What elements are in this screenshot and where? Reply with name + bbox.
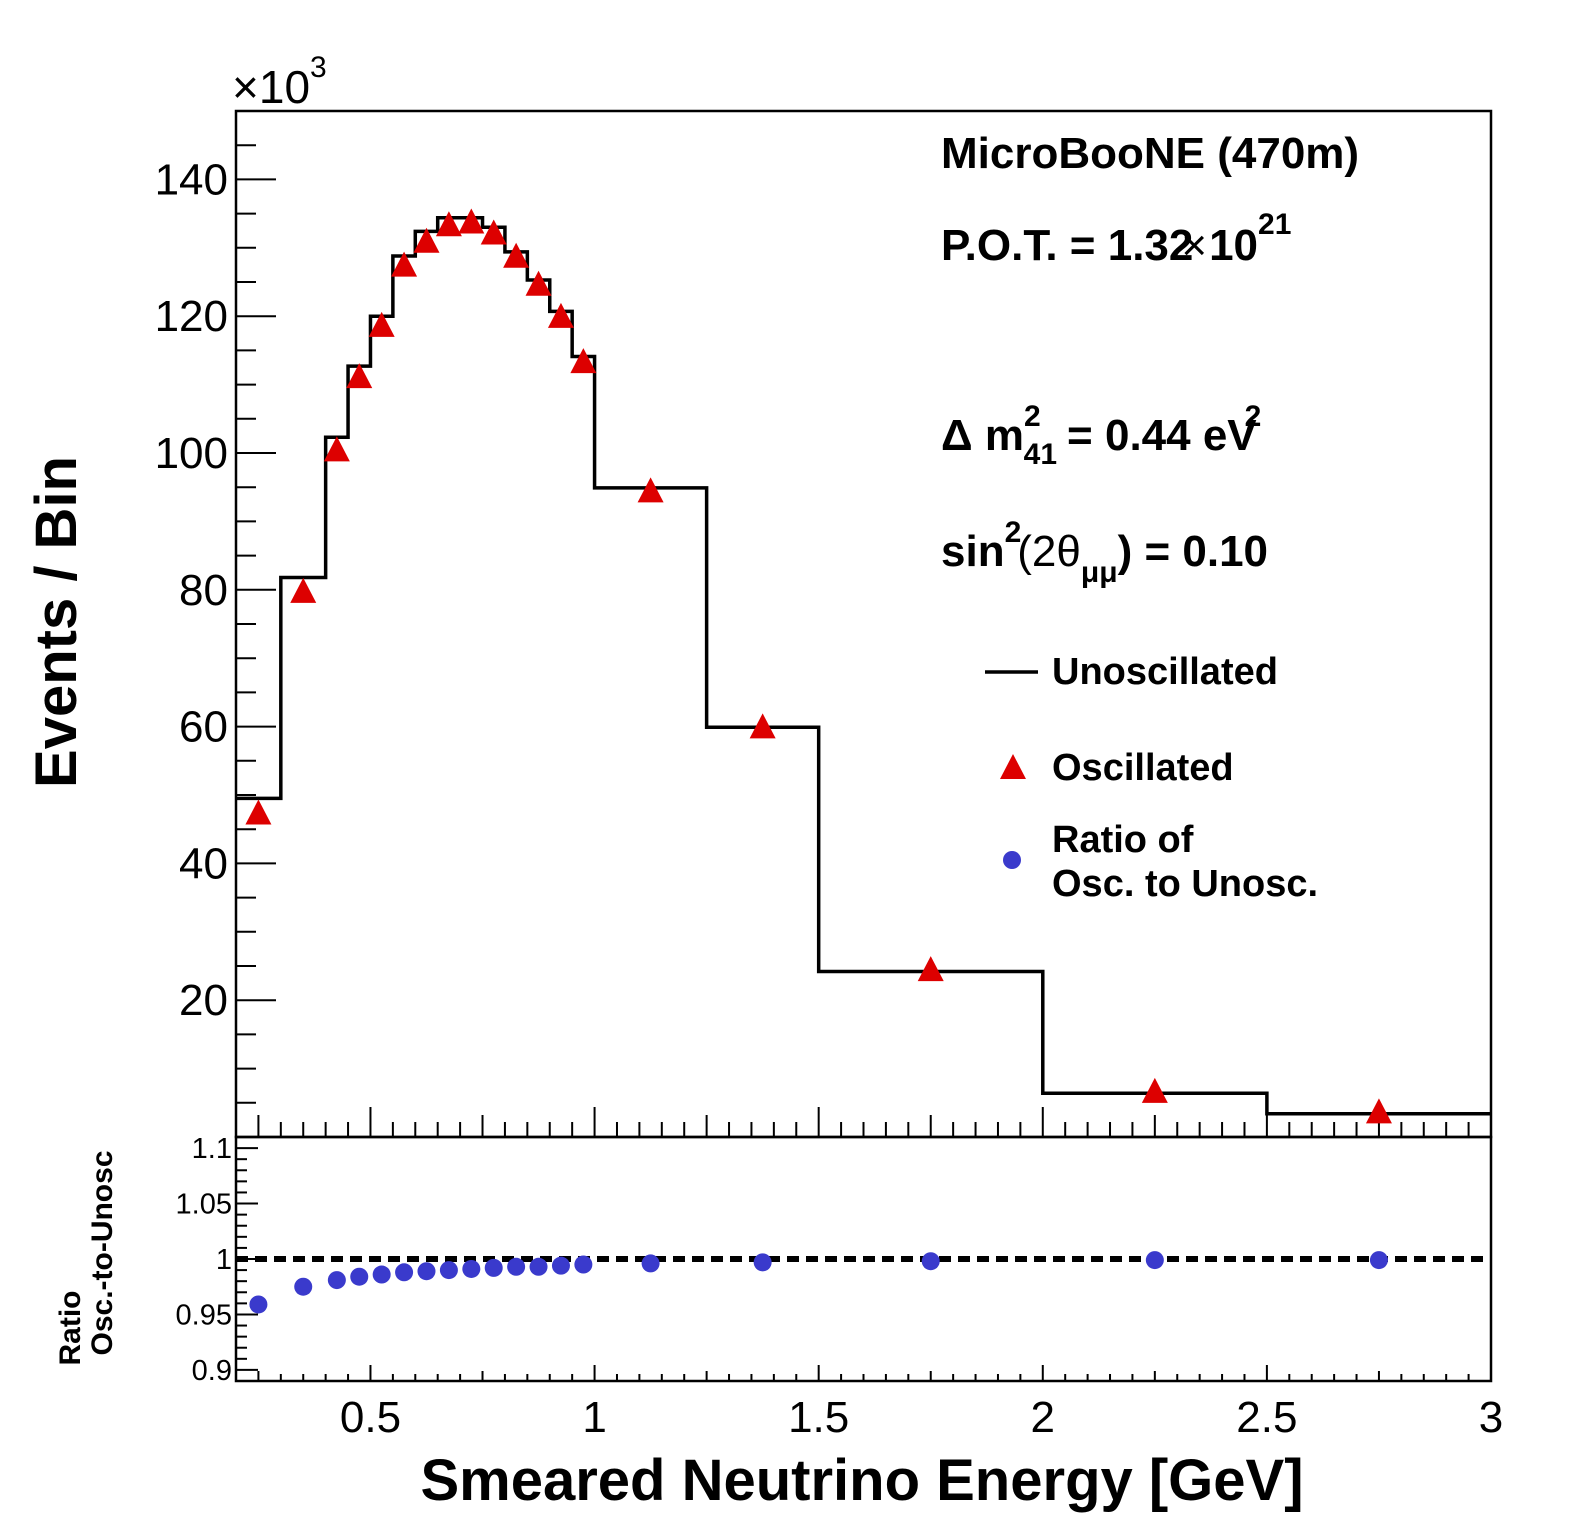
ratio-point <box>641 1254 660 1273</box>
main-y-tick-label: 100 <box>155 429 228 478</box>
ratio-point <box>249 1295 268 1314</box>
x-tick-label: 1.5 <box>788 1393 849 1442</box>
x-tick-label: 0.5 <box>340 1393 401 1442</box>
y-multiplier-exponent: 3 <box>310 51 327 84</box>
ratio-y-tick-label: 1.05 <box>176 1189 232 1221</box>
oscillated-point <box>435 211 462 237</box>
ratio-point <box>372 1265 391 1284</box>
y-axis-title: Events / Bin <box>24 456 89 788</box>
legend-oscillated-swatch <box>1000 754 1026 779</box>
ratio-point <box>529 1257 548 1276</box>
oscillated-point <box>323 436 350 462</box>
oscillated-point <box>368 311 395 337</box>
pot-value: P.O.T. = 1.32 <box>941 221 1193 270</box>
pot-exponent: 21 <box>1258 208 1291 241</box>
oscillated-point <box>1141 1077 1168 1103</box>
dm41-sub: 41 <box>1024 438 1057 471</box>
main-y-tick-label: 60 <box>179 703 228 752</box>
ratio-point <box>753 1253 772 1272</box>
oscillated-point <box>570 348 597 374</box>
x-axis-title: Smeared Neutrino Energy [GeV] <box>420 1448 1303 1513</box>
main-plot-frame <box>234 109 1493 1139</box>
ratio-point <box>1369 1251 1388 1270</box>
ratio-point <box>350 1267 369 1286</box>
oscillated-point <box>245 799 272 825</box>
ratio-point <box>574 1255 593 1274</box>
oscillated-point <box>547 302 574 328</box>
sin2-sup: 2 <box>1005 516 1022 549</box>
x-tick-label: 2.5 <box>1236 1393 1297 1442</box>
main-y-tick-label: 120 <box>155 292 228 341</box>
ratio-y-tick-label: 1 <box>216 1244 232 1276</box>
oscillated-point <box>413 227 440 253</box>
ratio-point <box>551 1256 570 1275</box>
oscillated-point <box>480 219 507 245</box>
ratio-point <box>921 1252 940 1271</box>
ratio-point <box>395 1263 414 1282</box>
unoscillated-step-line <box>236 215 1491 1116</box>
x-tick-label: 3 <box>1479 1393 1503 1442</box>
x-tick-label: 2 <box>1031 1393 1055 1442</box>
oscillated-point <box>503 242 530 268</box>
oscillated-point <box>346 363 373 389</box>
dm41-value: = 0.44 eV <box>1067 411 1257 460</box>
dm41-sup: 2 <box>1024 400 1041 433</box>
legend-oscillated-label: Oscillated <box>1052 747 1234 789</box>
ratio-point <box>294 1277 313 1296</box>
oscillated-point <box>917 956 944 982</box>
dm41-prefix: Δ m <box>941 411 1024 460</box>
main-y-tick-label: 80 <box>179 566 228 615</box>
oscillated-point <box>1365 1098 1392 1124</box>
dm41-label: Δ m2 41 = 0.44 eV2 <box>941 400 1261 471</box>
oscillated-markers <box>245 208 1392 1124</box>
oscillated-point <box>525 270 552 296</box>
ratio-point <box>1145 1251 1164 1270</box>
ratio-point <box>507 1257 526 1276</box>
pot-times: × <box>1181 221 1207 270</box>
ratio-point <box>327 1271 346 1290</box>
legend: Unoscillated Oscillated Ratio of Osc. to… <box>985 651 1318 905</box>
ratio-point <box>417 1262 436 1281</box>
legend-unoscillated-label: Unoscillated <box>1052 651 1278 693</box>
oscillated-point <box>391 251 418 277</box>
experiment-label: MicroBooNE (470m) <box>941 129 1359 178</box>
ratio-markers <box>249 1251 1388 1314</box>
oscillated-point <box>637 477 664 503</box>
oscillated-point <box>749 713 776 739</box>
ratio-point <box>484 1258 503 1277</box>
sin2-sub: μμ <box>1081 556 1118 589</box>
sin2-value: ) = 0.10 <box>1118 527 1268 576</box>
legend-ratio-swatch <box>1003 851 1021 869</box>
main-y-tick-label: 40 <box>179 839 228 888</box>
pot-label: P.O.T. = 1.32×1021 <box>941 208 1291 270</box>
y-multiplier-base: ×10 <box>232 61 310 113</box>
oscillated-point <box>458 208 485 234</box>
ratio-y-tick-label: 1.1 <box>192 1133 232 1165</box>
legend-ratio-label-2: Osc. to Unosc. <box>1052 863 1318 905</box>
unoscillated-histogram <box>236 215 1491 1116</box>
main-y-axis: 20 40 60 80 100 120 140 <box>155 144 276 1104</box>
ratio-y-tick-label: 0.9 <box>192 1355 232 1387</box>
ratio-y-title-line2: Osc.-to-Unosc <box>86 1150 119 1355</box>
legend-ratio-label-1: Ratio of <box>1052 819 1194 861</box>
pot-base: 10 <box>1209 221 1258 270</box>
x-tick-label: 1 <box>582 1393 606 1442</box>
ratio-point <box>439 1261 458 1280</box>
sin2-paren: (2θ <box>1017 527 1081 576</box>
main-y-tick-label: 140 <box>155 155 228 204</box>
y-multiplier: ×103 <box>232 51 327 113</box>
sin2-prefix: sin <box>941 527 1005 576</box>
dm41-value-sup: 2 <box>1245 400 1262 433</box>
ratio-y-title-line1: Ratio <box>54 1291 87 1366</box>
ratio-point <box>462 1259 481 1278</box>
oscillated-point <box>290 577 317 603</box>
ratio-y-tick-label: 0.95 <box>176 1299 232 1331</box>
main-y-tick-label: 20 <box>179 976 228 1025</box>
ratio-y-axis: 0.9 0.95 1 1.05 1.1 <box>176 1133 258 1387</box>
sin2-label: sin2(2θμμ) = 0.10 <box>941 516 1268 589</box>
